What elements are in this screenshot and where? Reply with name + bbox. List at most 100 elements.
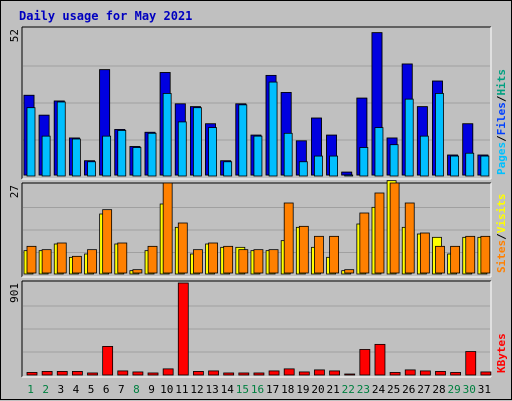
legend-item-files: Files <box>495 102 508 135</box>
bar-kbytes-15 <box>238 372 250 376</box>
legend-item-visits: Visits <box>495 194 508 234</box>
bar-pages-9 <box>147 132 157 177</box>
bar-kbytes-21 <box>329 370 340 376</box>
bar-sites-8 <box>132 269 143 274</box>
legend-item-pages: Pages <box>495 142 508 175</box>
bar-sites-17 <box>268 249 279 274</box>
x-tick-label-6: 6 <box>103 383 110 396</box>
bar-kbytes-11 <box>177 282 189 376</box>
x-tick-label-12: 12 <box>190 383 203 396</box>
bar-pages-25 <box>389 144 399 177</box>
x-tick-label-25: 25 <box>387 383 400 396</box>
bar-pages-12 <box>193 107 202 177</box>
bar-sites-16 <box>253 249 264 274</box>
bar-pages-1 <box>26 107 36 177</box>
x-tick-label-10: 10 <box>160 383 173 396</box>
bar-kbytes-22 <box>344 373 356 376</box>
bar-kbytes-14 <box>223 372 235 376</box>
legend-item-slash: / <box>495 135 508 142</box>
x-tick-label-4: 4 <box>73 383 80 396</box>
x-tick-label-19: 19 <box>296 383 309 396</box>
bar-pages-24 <box>374 127 384 177</box>
bar-pages-14 <box>223 161 233 177</box>
bar-sites-12 <box>193 249 203 274</box>
x-tick-label-29: 29 <box>448 383 461 396</box>
bar-pages-8 <box>132 147 142 177</box>
x-tick-label-17: 17 <box>266 383 279 396</box>
bar-pages-2 <box>41 135 51 177</box>
bar-kbytes-23 <box>359 349 371 376</box>
x-tick-label-13: 13 <box>205 383 218 396</box>
ymax-label-top: 52 <box>8 29 21 42</box>
ymax-label-bottom: 901 <box>8 283 21 303</box>
bar-kbytes-13 <box>208 370 219 376</box>
bar-pages-11 <box>177 121 187 177</box>
bar-kbytes-31 <box>480 371 492 376</box>
bar-kbytes-26 <box>404 369 416 376</box>
bar-pages-18 <box>283 132 293 177</box>
bar-sites-20 <box>314 235 324 274</box>
bar-sites-5 <box>87 249 97 274</box>
bar-sites-21 <box>329 235 339 274</box>
bar-pages-10 <box>162 93 172 177</box>
bar-pages-15 <box>238 104 248 177</box>
x-tick-label-20: 20 <box>311 383 324 396</box>
bar-pages-21 <box>329 155 338 177</box>
bar-pages-17 <box>268 81 278 177</box>
bar-kbytes-6 <box>102 346 114 376</box>
bar-kbytes-20 <box>314 369 325 376</box>
legend-item-sites: Sites <box>495 240 508 273</box>
bar-sites-29 <box>450 245 461 274</box>
bar-sites-26 <box>404 202 415 274</box>
bar-sites-2 <box>41 249 52 274</box>
bar-kbytes-19 <box>298 371 310 376</box>
x-tick-label-21: 21 <box>327 383 340 396</box>
bar-kbytes-29 <box>450 372 462 376</box>
bar-kbytes-3 <box>56 371 68 376</box>
bar-sites-13 <box>208 242 218 274</box>
bar-sites-31 <box>480 235 491 274</box>
x-tick-label-2: 2 <box>42 383 49 396</box>
bar-kbytes-30 <box>465 351 477 376</box>
bar-sites-6 <box>102 209 113 274</box>
bar-pages-19 <box>298 161 308 177</box>
x-tick-label-30: 30 <box>463 383 476 396</box>
x-tick-label-18: 18 <box>281 383 294 396</box>
bar-pages-16 <box>253 135 263 177</box>
x-tick-label-23: 23 <box>357 383 370 396</box>
bar-kbytes-12 <box>193 371 204 376</box>
bar-pages-6 <box>102 135 112 177</box>
bar-kbytes-18 <box>283 368 295 376</box>
bar-pages-27 <box>419 135 429 177</box>
x-tick-label-3: 3 <box>58 383 65 396</box>
bar-kbytes-1 <box>26 372 38 376</box>
bar-pages-7 <box>117 130 127 177</box>
bar-pages-23 <box>359 147 369 177</box>
bar-pages-3 <box>56 101 66 177</box>
legend-item-slash: / <box>495 95 508 102</box>
bar-kbytes-2 <box>41 371 53 376</box>
x-tick-label-27: 27 <box>417 383 430 396</box>
legend-middle: Sites/Visits <box>495 194 508 274</box>
bar-sites-27 <box>419 232 430 274</box>
bar-kbytes-10 <box>162 368 174 376</box>
chart-title: Daily usage for May 2021 <box>19 9 192 23</box>
bar-pages-30 <box>465 152 475 177</box>
bar-sites-11 <box>177 222 188 274</box>
bar-pages-20 <box>314 155 323 177</box>
x-tick-label-9: 9 <box>148 383 155 396</box>
bar-pages-13 <box>208 127 217 177</box>
bar-sites-18 <box>283 202 294 274</box>
bar-sites-25 <box>389 182 400 274</box>
x-tick-label-22: 22 <box>342 383 355 396</box>
bar-pages-29 <box>450 155 460 177</box>
bar-sites-10 <box>162 182 173 274</box>
bar-pages-26 <box>404 98 414 177</box>
bar-sites-22 <box>344 269 355 274</box>
bar-sites-28 <box>435 245 445 274</box>
bar-kbytes-25 <box>389 372 401 376</box>
x-tick-label-8: 8 <box>133 383 140 396</box>
bar-pages-28 <box>435 93 444 177</box>
